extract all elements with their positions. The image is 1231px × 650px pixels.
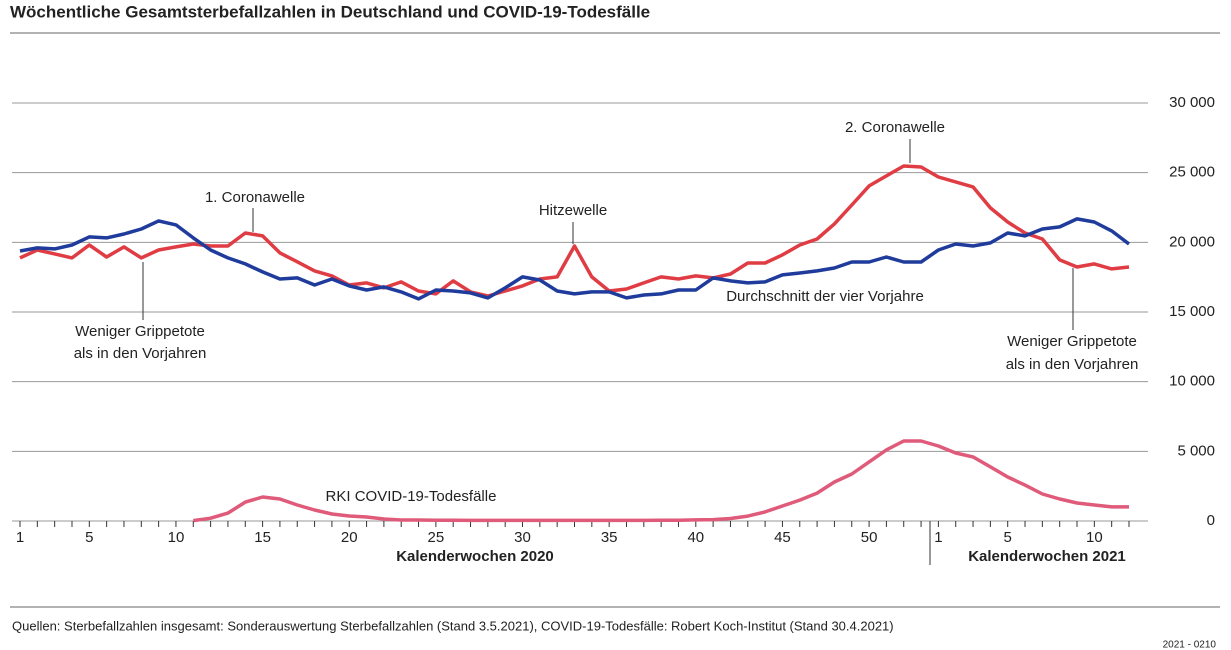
x-tick-label: 25 (428, 529, 445, 546)
annotation: als in den Vorjahren (74, 345, 207, 362)
y-tick-label: 5 000 (1177, 442, 1215, 459)
x-axis-label: Kalenderwochen 2021 (968, 548, 1126, 565)
x-tick-label: 10 (168, 529, 185, 546)
code: 2021 - 0210 (1163, 640, 1217, 650)
series-label: RKI COVID-19-Todesfälle (326, 488, 497, 505)
x-tick-label: 35 (601, 529, 618, 546)
series-line (19, 217, 1131, 301)
x-tick-label: 10 (1086, 529, 1103, 546)
x-axis-label: Kalenderwochen 2020 (396, 548, 554, 565)
x-tick-label: 45 (774, 529, 791, 546)
y-tick-label: 0 (1207, 512, 1215, 529)
y-tick-label: 25 000 (1169, 164, 1215, 181)
chart-title: Wöchentliche Gesamtsterbefallzahlen in D… (10, 2, 650, 21)
annotation: Hitzewelle (539, 202, 607, 219)
series-label: Durchschnitt der vier Vorjahre (726, 288, 924, 305)
x-tick-label: 15 (254, 529, 271, 546)
series-line (193, 439, 1129, 523)
y-tick-label: 10 000 (1169, 373, 1215, 390)
x-tick-label: 20 (341, 529, 358, 546)
y-tick-label: 15 000 (1169, 303, 1215, 320)
x-tick-label: 50 (861, 529, 878, 546)
x-tick-label: 30 (514, 529, 531, 546)
x-tick-label: 1 (16, 529, 24, 546)
annotation: Weniger Grippetote (1007, 333, 1137, 350)
annotation: als in den Vorjahren (1006, 356, 1139, 373)
annotation: 2. Coronawelle (845, 119, 945, 136)
x-tick-label: 5 (85, 529, 93, 546)
x-tick-label: 5 (1004, 529, 1012, 546)
y-tick-label: 20 000 (1169, 233, 1215, 250)
x-tick-label: 1 (934, 529, 942, 546)
y-tick-label: 30 000 (1169, 94, 1215, 111)
annotation: 1. Coronawelle (205, 189, 305, 206)
x-tick-label: 40 (687, 529, 704, 546)
source: Quellen: Sterbefallzahlen insgesamt: Son… (12, 618, 894, 633)
annotation: Weniger Grippetote (75, 323, 205, 340)
